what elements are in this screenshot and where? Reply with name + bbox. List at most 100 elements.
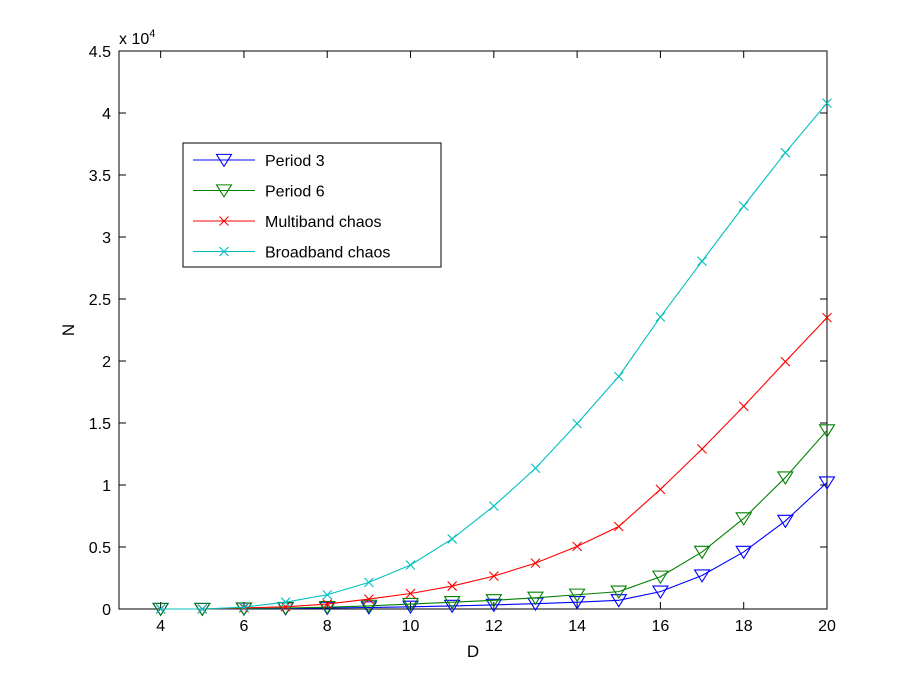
legend-label: Broadband chaos [265, 245, 390, 262]
series-broadband-chaos-point-stroke [239, 602, 249, 613]
series-multiband-chaos-point [697, 444, 707, 454]
series-broadband-chaos-point-stroke [697, 256, 707, 267]
series-broadband-chaos-point [613, 371, 624, 382]
series-broadband-chaos-point-stroke [738, 201, 749, 211]
series-multiband-chaos-point-stroke [530, 558, 541, 569]
series-period-6-point [693, 545, 711, 560]
series-period-6-line [160, 430, 828, 610]
y-axis-label: N [59, 324, 78, 336]
series-period-6-point [568, 588, 586, 603]
series-period-6-point [735, 512, 753, 526]
series-broadband-chaos-point [280, 597, 291, 608]
series-multiband-chaos-point-stroke [572, 541, 583, 552]
series-broadband-chaos [155, 98, 832, 614]
legend-multiband-chaos-point [219, 216, 229, 226]
x-tick-labels: 4 6 8 10 12 14 16 18 20 [156, 618, 836, 635]
series-multiband-chaos-point-stroke [363, 594, 374, 604]
series-multiband-chaos-point-stroke [613, 521, 624, 532]
series-period-3-point [402, 600, 420, 615]
series-broadband-chaos-point [363, 577, 374, 588]
y-tick-label: 3.5 [89, 168, 111, 185]
legend-broadband-chaos-point-stroke [219, 246, 229, 257]
series-period-6-point [610, 585, 628, 600]
y-tick-label: 3 [102, 230, 111, 247]
series-broadband-chaos-point [488, 501, 499, 511]
y-tick-label: 2 [102, 354, 111, 371]
series-period-3-point [693, 569, 711, 583]
series-broadband-chaos-point-stroke [155, 604, 166, 614]
series-period-3-point [360, 601, 378, 615]
series-broadband-chaos-point-stroke [613, 371, 624, 382]
series-broadband-chaos-point [447, 534, 458, 544]
series-broadband-chaos-point-stroke [530, 463, 541, 474]
y-tick-label: 0.5 [89, 540, 111, 557]
series-period-3-point [818, 476, 836, 490]
y-tick-label: 4.5 [89, 44, 111, 61]
series-period-6-point [402, 597, 420, 612]
series-broadband-chaos-point [738, 201, 749, 211]
legend-broadband-chaos-point [219, 246, 229, 257]
series-period-6-point [443, 596, 461, 610]
series-broadband-chaos-point [780, 147, 791, 158]
series-broadband-chaos-point-stroke [322, 589, 333, 600]
plot-area [118, 50, 828, 610]
series-multiband-chaos-point [488, 571, 499, 582]
series-broadband-chaos-point-stroke [447, 534, 458, 544]
series-broadband-chaos-point [239, 602, 249, 613]
legend-label: Multiband chaos [265, 214, 382, 231]
legend: Period 3 Period 6 Multiband chaos Broadband… [182, 142, 442, 268]
legend-item-period-6: Period 6 [193, 184, 325, 201]
y-tick-label: 0 [102, 602, 111, 619]
series-period-6-point [526, 591, 544, 606]
series-broadband-chaos-point-stroke [363, 577, 374, 588]
y-tick-label: 1.5 [89, 416, 111, 433]
x-tick-label: 14 [568, 618, 586, 635]
series-multiband-chaos-point [447, 581, 458, 591]
y-axis-multiplier-exponent: 4 [149, 28, 155, 40]
series-broadband-chaos-point [572, 418, 583, 429]
series-broadband-chaos-point-stroke [572, 418, 583, 429]
legend-period-3-point [215, 153, 233, 168]
series-broadband-chaos-point-stroke [655, 312, 666, 322]
series-broadband-chaos-point [697, 256, 707, 267]
x-tick-label: 12 [485, 618, 503, 635]
legend-label: Period 3 [265, 153, 325, 170]
series-multiband-chaos-point [613, 521, 624, 532]
series-multiband-chaos-point-stroke [697, 444, 707, 454]
series-broadband-chaos-point-stroke [280, 597, 291, 608]
series-multiband-chaos-point-stroke [488, 571, 499, 582]
legend-label: Period 6 [265, 184, 325, 201]
series-multiband-chaos-point [780, 356, 791, 367]
series-multiband-chaos-point [405, 588, 416, 599]
series-multiband-chaos-point [655, 484, 666, 495]
series-broadband-chaos-point-stroke [488, 501, 499, 511]
series-broadband-chaos-point-stroke [780, 147, 791, 158]
x-axis-label: D [467, 642, 479, 661]
series-period-3-point [610, 594, 628, 608]
y-tick-label: 2.5 [89, 292, 111, 309]
series-multiband-chaos-point [822, 312, 832, 323]
y-tick-label: 1 [102, 478, 111, 495]
series-period-3-point [776, 514, 794, 529]
x-tick-label: 6 [239, 618, 248, 635]
series-broadband-chaos-point [197, 604, 208, 614]
y-axis-multiplier-base: x 10 [119, 31, 149, 48]
series-multiband-chaos-point-stroke [822, 312, 832, 323]
series-layer [152, 98, 836, 617]
x-tick-label: 4 [156, 618, 165, 635]
series-broadband-chaos-point [530, 463, 541, 474]
series-period-6-point [776, 471, 794, 485]
legend-item-period-3: Period 3 [193, 153, 325, 170]
x-tick-label: 18 [735, 618, 753, 635]
series-period-3-point [485, 598, 503, 613]
legend-period-6-point [215, 184, 233, 198]
series-period-3-point [651, 585, 669, 600]
series-multiband-chaos-point-stroke [405, 588, 416, 599]
series-period-6-point [818, 424, 836, 438]
y-axis-multiplier: x 104 [119, 28, 155, 48]
series-period-6-point [360, 599, 378, 614]
y-tick-label: 4 [102, 106, 111, 123]
series-multiband-chaos-point-stroke [322, 599, 333, 609]
series-broadband-chaos-point-stroke [405, 560, 416, 570]
series-broadband-chaos-point-stroke [822, 98, 832, 108]
